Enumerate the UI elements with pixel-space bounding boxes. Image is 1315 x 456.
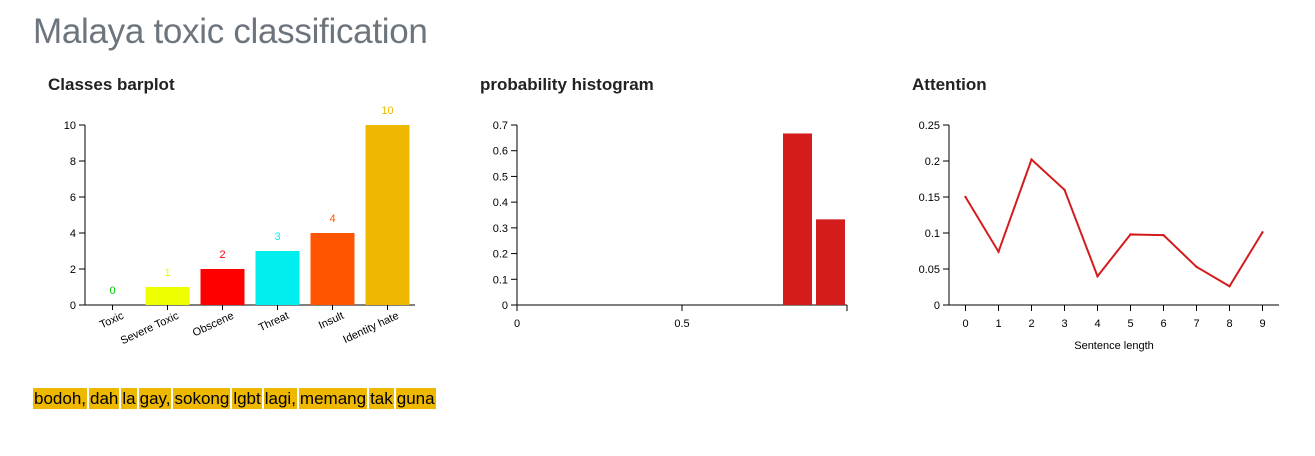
- bar-identity-hate: [365, 125, 410, 305]
- x-tick-label: Insult: [317, 310, 346, 332]
- y-tick-label: 8: [70, 156, 76, 168]
- x-tick-label: 0: [962, 318, 968, 330]
- attention-point: [997, 250, 1000, 253]
- y-tick-label: 0.2: [493, 249, 508, 261]
- x-tick-label: Severe Toxic: [119, 310, 181, 348]
- histogram-bar: [816, 219, 845, 305]
- attention-point: [1129, 233, 1132, 236]
- y-tick-label: 0.1: [925, 228, 940, 240]
- y-tick-label: 0.1: [493, 274, 508, 286]
- attention-point: [964, 195, 967, 199]
- x-tick-label: 3: [1061, 318, 1067, 330]
- attention-line: [964, 157, 1264, 288]
- highlighted-word: lagi,: [263, 388, 297, 409]
- bar-severe-toxic: [145, 287, 190, 305]
- x-tick-label: 2: [1028, 318, 1034, 330]
- y-tick-label: 0: [502, 300, 508, 312]
- bar-value-label: 10: [381, 105, 393, 117]
- x-tick-label: Obscene: [191, 310, 236, 339]
- highlighted-word: bodoh,: [33, 388, 87, 409]
- highlighted-word: tak: [369, 388, 394, 409]
- bar-value-label: 4: [329, 213, 335, 225]
- bar-chart-title: Classes barplot: [48, 75, 175, 94]
- x-tick-label: Threat: [257, 310, 291, 334]
- highlighted-word: sokong: [173, 388, 231, 409]
- y-tick-label: 0.7: [493, 120, 508, 132]
- y-tick-label: 0.3: [493, 223, 508, 235]
- highlighted-word: la: [121, 388, 137, 409]
- y-tick-label: 0: [70, 300, 76, 312]
- x-tick-label: 0.5: [674, 318, 689, 330]
- page-title: Malaya toxic classification: [33, 12, 428, 51]
- y-tick-label: 0.6: [493, 146, 508, 158]
- x-axis-label: Sentence length: [1074, 340, 1154, 352]
- histogram-bar: [783, 133, 812, 305]
- attention-line-chart: 0 0.05 0.1 0.15 0.2 0.25 0 1 2 3 4 5 6 7 8 9 Sentence le…: [919, 120, 1279, 352]
- x-tick-label: 1: [995, 318, 1001, 330]
- x-tick-label: 6: [1160, 318, 1166, 330]
- attention-point: [1195, 265, 1198, 269]
- highlighted-word: gay,: [138, 388, 172, 409]
- probability-histogram: 0 0.1 0.2 0.3 0.4 0.5 0.6 0.7 0 0.5: [493, 120, 848, 330]
- highlighted-word: guna: [395, 388, 436, 409]
- attention-point: [1063, 188, 1066, 191]
- x-tick-label: Toxic: [98, 310, 126, 332]
- x-tick-label: 8: [1226, 318, 1232, 330]
- bar-axes: [79, 124, 415, 310]
- y-tick-label: 0.05: [919, 264, 940, 276]
- attention-point: [1030, 158, 1033, 161]
- bar-threat: [255, 251, 300, 305]
- bar-value-label: 2: [219, 249, 225, 261]
- y-tick-label: 4: [70, 228, 76, 240]
- x-tick-label: 9: [1259, 318, 1265, 330]
- y-tick-label: 0.15: [919, 192, 940, 204]
- line-axes: [943, 124, 1279, 311]
- y-tick-label: 6: [70, 192, 76, 204]
- y-tick-label: 10: [64, 120, 76, 132]
- bar-insult: [310, 233, 355, 305]
- y-tick-label: 0.4: [493, 197, 508, 209]
- x-tick-label: 4: [1094, 318, 1100, 330]
- y-tick-label: 2: [70, 264, 76, 276]
- highlighted-sentence: bodoh, dah la gay, sokong lgbt lagi, memang tak g…: [33, 388, 438, 409]
- x-tick-label: 7: [1193, 318, 1199, 330]
- x-tick-label: 0: [514, 318, 520, 330]
- bar-obscene: [200, 269, 245, 305]
- classes-barplot: 0 2 4 6 8 10 0 Toxic 1 Severe Toxic 2 Obscene 3 Threa…: [64, 105, 415, 348]
- highlighted-word: memang: [298, 388, 368, 409]
- x-tick-label: Identity hate: [341, 310, 400, 346]
- attention-title: Attention: [912, 75, 987, 94]
- highlighted-word: lgbt: [232, 388, 262, 409]
- attention-point: [1162, 233, 1165, 237]
- bar-value-label: 3: [274, 231, 280, 243]
- attention-point: [1096, 275, 1099, 278]
- x-tick-label: 5: [1127, 318, 1133, 330]
- highlighted-word: dah: [89, 388, 120, 409]
- bar-value-label: 0: [109, 285, 115, 297]
- y-tick-label: 0.2: [925, 156, 940, 168]
- attention-point: [1261, 231, 1264, 234]
- histogram-title: probability histogram: [480, 75, 654, 94]
- attention-point: [1228, 285, 1231, 288]
- y-tick-label: 0: [934, 300, 940, 312]
- bar-value-label: 1: [164, 267, 170, 279]
- y-tick-label: 0.25: [919, 120, 940, 132]
- y-tick-label: 0.5: [493, 171, 508, 183]
